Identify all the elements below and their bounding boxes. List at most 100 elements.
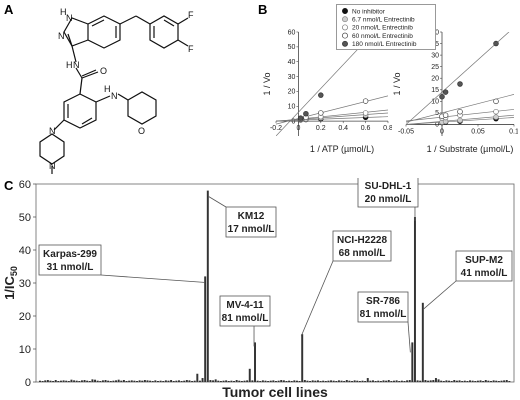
bar [264,380,267,382]
bar [251,380,254,382]
bar [461,381,464,382]
bar [227,381,230,382]
data-point [297,115,304,121]
bar [162,381,165,382]
bar [324,381,327,382]
bar [149,380,152,382]
bar [99,381,102,382]
atom-label-n5: N [49,126,56,136]
legend-marker [342,16,348,23]
callout-ic50: 68 nmol/L [339,248,386,259]
bar [413,217,416,382]
bar [256,380,259,382]
atom-label-h1: H [60,7,67,17]
data-point [457,108,463,115]
callout-cell-line: SUP-M2 [465,255,503,266]
bar [133,380,136,382]
atom-label-n6: N [49,161,56,171]
callout-ic50: 31 nmol/L [47,262,94,273]
kinetics-plot-atp: 0 10 20 30 40 50 60 -0.2 0 0.2 0.4 0.6 0.8 1 / ATP (µ… [262,29,392,154]
x-tick-label: 0.05 [471,128,485,135]
data-point [362,110,369,116]
bar [83,380,86,382]
bar [309,381,312,382]
x-tick-label: 0.4 [338,125,348,132]
bar [353,380,356,382]
callout-box [332,230,392,262]
callout-ic50: 81 nmol/L [222,313,269,324]
bar [393,380,395,382]
x-axis-title: 1 / Substrate (µmol/L) [427,144,514,154]
callout-leader [407,321,411,353]
bar [432,380,435,382]
y-tick-label: 0 [291,118,295,125]
bar [372,380,374,382]
legend-marker [342,40,348,47]
bar [212,380,215,382]
bar [482,381,485,382]
atom-label-f1: F [188,10,194,20]
bar [398,381,401,382]
callout-box [225,206,277,238]
data-point [439,93,445,100]
bar [361,380,364,382]
bar [463,380,466,382]
legend: No inhibitor 6.7 nmol/L Entrectinib 20 nmo… [336,4,436,50]
bar [351,381,354,382]
atom-label-n3: N [73,60,80,70]
bar [159,380,162,382]
y-tick-label: 10 [288,104,296,111]
bar [172,381,175,382]
bar [62,380,65,382]
bar [466,381,469,382]
bar [225,380,228,382]
callout-cell-line: Karpas-299 [43,249,97,260]
plot-area [276,32,388,136]
bar [301,334,304,382]
legend-label: No inhibitor [352,8,386,15]
bar [330,380,333,382]
bar [400,380,403,382]
bar [217,380,220,382]
bar [238,380,241,382]
bar [356,380,359,382]
y-tick-label: 20 [19,311,31,323]
bar [440,380,443,382]
y-tick-label: 30 [431,52,439,59]
bar [487,380,490,382]
bar [424,380,427,382]
y-tick-label: 10 [19,344,31,356]
bar [86,380,89,382]
bar [458,380,461,382]
bar [395,380,398,382]
bar [479,380,482,382]
bar [448,380,451,382]
bar [94,379,97,382]
fit-line [276,116,388,122]
x-tick-label: 0 [440,128,444,135]
x-tick-label: 0 [296,125,300,132]
y-tick-label: 60 [288,29,296,36]
data-point [303,110,309,117]
x-axis-title: Tumor cell lines [222,384,328,400]
data-point [442,89,449,95]
panel-label-b: B [258,2,268,17]
callout-cell-line: MV-4-11 [226,300,264,311]
bar [387,380,390,382]
bar [374,381,377,382]
bar [295,380,298,382]
bar [497,381,500,382]
y-tick-label: 25 [431,64,439,71]
bar [419,380,422,382]
bar [57,381,60,382]
bar [138,380,141,382]
bar [311,380,314,382]
y-tick-label: 5 [435,110,439,117]
bar [209,380,212,382]
y-tick-label: 30 [19,278,31,290]
y-axis-title-subscript: 50 [9,266,19,276]
bar [348,380,351,382]
bar [358,381,361,382]
atom-label-n1: N [66,13,73,23]
